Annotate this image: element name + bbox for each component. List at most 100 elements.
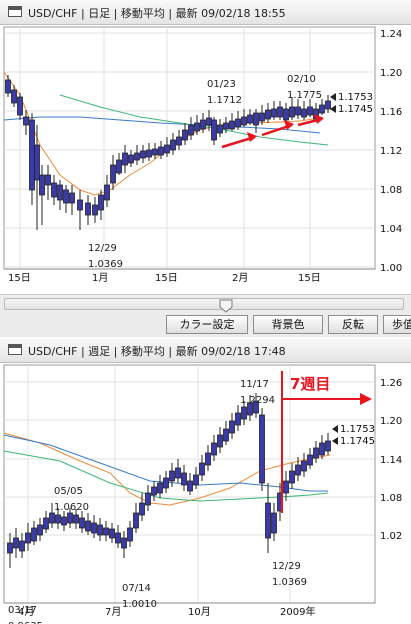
candle-body [79, 517, 85, 529]
candle-body [43, 517, 49, 530]
candle-body [31, 527, 37, 542]
weekly-chart[interactable]: 1.26 1.20 1.14 1.08 1.02 4月 7月 10月 2009年 7週目 11/17… [0, 363, 411, 624]
candle-body [253, 112, 259, 126]
candle-body [247, 402, 253, 416]
candle-body [319, 442, 325, 456]
candle-body [109, 528, 115, 539]
daily-chart[interactable]: 1.24 1.20 1.16 1.12 1.08 1.04 1.00 15日 1月 15日 2月 15… [0, 25, 411, 294]
y-axis-label: 1.08 [380, 185, 402, 196]
step-button[interactable]: 歩值 [383, 315, 411, 334]
annotation-value: 1.0620 [54, 502, 89, 513]
annotation-value: 1.0369 [88, 259, 123, 270]
annotation-value: 1.0369 [272, 577, 307, 588]
annotation-date: 01/23 [207, 79, 236, 90]
y-axis-label: 1.14 [380, 455, 402, 466]
candle-body [121, 537, 127, 549]
candle-body [115, 532, 121, 544]
candle-body [110, 164, 116, 184]
chart-toolbar: カラー設定 背景色 反転 歩值 [0, 294, 411, 337]
candle-body [139, 502, 145, 516]
candle-body [289, 470, 295, 484]
y-axis-label: 1.08 [380, 493, 402, 504]
window-icon[interactable] [8, 6, 22, 17]
candle-body [295, 464, 301, 476]
candle-body [313, 447, 319, 459]
candle-body [164, 144, 170, 154]
candle-body [325, 100, 331, 110]
y-axis-label: 1.26 [380, 378, 402, 389]
candle-body [163, 477, 169, 489]
candle-body [235, 412, 241, 426]
candle-body [23, 116, 29, 126]
price-tag: 1.1745 [338, 104, 373, 115]
candle-body [271, 512, 277, 534]
candle-body [61, 516, 67, 526]
candle-body [7, 542, 13, 554]
week-marker-arrow-head [360, 393, 372, 405]
ma-short-line [3, 71, 321, 196]
candle-body [63, 189, 69, 204]
candle-body [122, 152, 128, 166]
candle-body [241, 406, 247, 420]
candle-body [51, 182, 57, 198]
price-tag-marker [330, 93, 336, 101]
ma-mid-line [3, 116, 321, 134]
x-axis-label: 7月 [105, 606, 121, 618]
candle-body [11, 89, 17, 104]
price-tag: 1.1745 [340, 436, 375, 447]
candle-body [69, 192, 75, 204]
ma-short-line [3, 432, 331, 506]
candle-body [176, 136, 182, 146]
candle-body [133, 512, 139, 529]
candle-body [146, 149, 152, 158]
candle-body [175, 467, 181, 479]
y-axis-label: 1.04 [380, 224, 402, 235]
candle-body [157, 482, 163, 494]
candle-body [182, 129, 188, 141]
x-axis-label: 1月 [92, 272, 108, 284]
candle-body [206, 117, 212, 126]
candle-body [325, 440, 331, 452]
candle-body [104, 184, 110, 201]
candle-body [217, 124, 223, 134]
window-icon[interactable] [8, 344, 22, 355]
trend-arrow-head [284, 120, 294, 130]
candle-body [265, 502, 271, 539]
weekly-chart-panel: USD/CHF | 週足 | 移動平均 | 最新 09/02/18 17:48 … [0, 338, 411, 624]
ma-long-line [3, 450, 329, 502]
candle-body [134, 152, 140, 161]
annotation-date: 07/14 [122, 583, 151, 594]
candle-body [295, 106, 301, 116]
background-color-button[interactable]: 背景色 [253, 315, 323, 334]
candle-body [85, 520, 91, 532]
candle-body [223, 122, 229, 130]
annotation-value: 0.9635 [8, 621, 43, 624]
candle-body [92, 204, 98, 216]
price-tag-marker [332, 425, 338, 433]
candle-body [152, 148, 158, 156]
candle-body [77, 199, 83, 211]
horizontal-scrollbar[interactable] [4, 298, 404, 313]
candle-body [97, 524, 103, 536]
color-settings-button[interactable]: カラー設定 [166, 315, 248, 334]
annotation-date: 11/17 [240, 379, 269, 390]
candle-body [19, 540, 25, 552]
candle-body [265, 109, 271, 120]
scroll-thumb-icon[interactable] [219, 299, 233, 313]
week-note: 7週目 [290, 375, 330, 393]
invert-button[interactable]: 反転 [328, 315, 378, 334]
candle-body [211, 442, 217, 456]
candle-body [17, 96, 23, 116]
annotation-date: 02/10 [287, 74, 316, 85]
candle-body [283, 480, 289, 494]
price-tag: 1.1753 [340, 424, 375, 435]
candle-body [39, 174, 45, 196]
candle-body [67, 512, 73, 524]
x-axis-label: 15日 [298, 273, 321, 284]
candle-body [235, 118, 241, 128]
candle-body [277, 106, 283, 118]
candle-body [188, 124, 194, 136]
annotation-value: 1.0010 [122, 599, 157, 610]
candle-body [229, 420, 235, 434]
trend-arrow-head [247, 132, 257, 142]
